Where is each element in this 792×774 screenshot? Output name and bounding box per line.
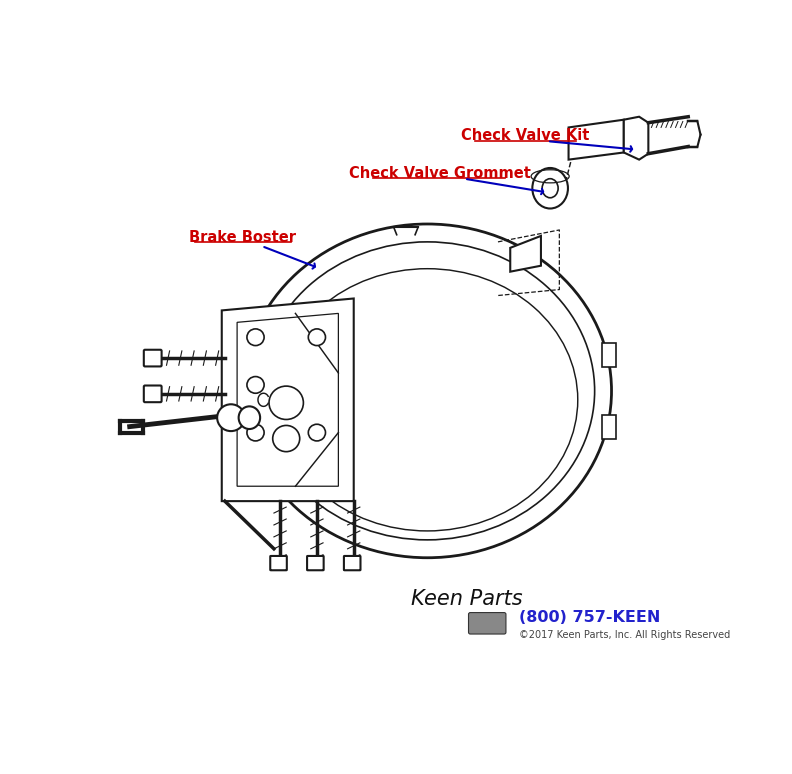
Circle shape bbox=[247, 329, 264, 345]
FancyBboxPatch shape bbox=[603, 415, 616, 439]
Circle shape bbox=[269, 386, 303, 420]
Ellipse shape bbox=[217, 404, 245, 431]
Polygon shape bbox=[222, 299, 354, 501]
FancyBboxPatch shape bbox=[144, 350, 162, 366]
Circle shape bbox=[247, 377, 264, 393]
Polygon shape bbox=[624, 117, 649, 159]
Text: (800) 757-KEEN: (800) 757-KEEN bbox=[520, 610, 661, 625]
FancyBboxPatch shape bbox=[469, 612, 506, 634]
Ellipse shape bbox=[532, 168, 568, 208]
Text: Check Valve Kit: Check Valve Kit bbox=[462, 128, 590, 143]
Ellipse shape bbox=[243, 224, 611, 558]
Ellipse shape bbox=[238, 406, 260, 429]
FancyBboxPatch shape bbox=[270, 556, 287, 570]
Text: Check Valve Grommet: Check Valve Grommet bbox=[348, 166, 531, 181]
Circle shape bbox=[308, 329, 326, 345]
Polygon shape bbox=[510, 236, 541, 272]
FancyBboxPatch shape bbox=[144, 385, 162, 402]
Circle shape bbox=[308, 424, 326, 441]
FancyBboxPatch shape bbox=[307, 556, 324, 570]
FancyBboxPatch shape bbox=[603, 343, 616, 367]
Text: ©2017 Keen Parts, Inc. All Rights Reserved: ©2017 Keen Parts, Inc. All Rights Reserv… bbox=[520, 630, 731, 640]
Text: Brake Boster: Brake Boster bbox=[188, 230, 295, 245]
Polygon shape bbox=[569, 120, 624, 159]
Text: Keen Parts: Keen Parts bbox=[412, 590, 523, 609]
Circle shape bbox=[272, 426, 299, 452]
Circle shape bbox=[247, 424, 264, 441]
FancyBboxPatch shape bbox=[344, 556, 360, 570]
